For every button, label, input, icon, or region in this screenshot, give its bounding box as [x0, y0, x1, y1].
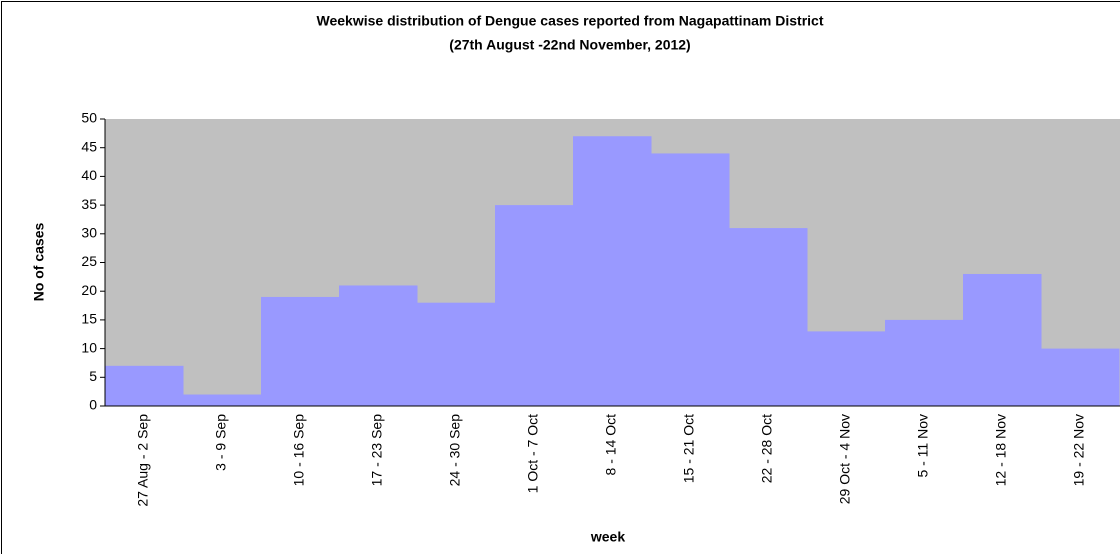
y-tick-label: 20 — [81, 282, 97, 298]
y-tick-label: 45 — [81, 138, 97, 154]
y-tick-label: 5 — [89, 368, 97, 384]
bar — [495, 205, 574, 406]
bar — [573, 136, 652, 406]
bar — [1041, 348, 1120, 406]
bar — [105, 365, 184, 406]
bar — [885, 319, 964, 406]
bar — [183, 394, 262, 406]
y-tick-label: 50 — [81, 110, 97, 126]
x-tick-label: 15 - 21 Oct — [681, 414, 697, 483]
y-tick-label: 40 — [81, 167, 97, 183]
bar — [339, 285, 418, 406]
x-axis-title: week — [590, 529, 625, 545]
chart-subtitle: (27th August -22nd November, 2012) — [449, 37, 690, 53]
chart-title: Weekwise distribution of Dengue cases re… — [317, 13, 824, 29]
y-tick-label: 10 — [81, 339, 97, 355]
y-tick-label: 0 — [89, 397, 97, 413]
bar — [963, 273, 1042, 406]
bar — [807, 331, 886, 406]
x-tick-label: 24 - 30 Sep — [447, 414, 463, 487]
x-tick-label: 1 Oct - 7 Oct — [525, 414, 541, 493]
x-tick-label: 27 Aug - 2 Sep — [135, 414, 151, 507]
bar — [729, 228, 808, 406]
y-tick-label: 15 — [81, 311, 97, 327]
y-tick-label: 35 — [81, 196, 97, 212]
x-tick-label: 10 - 16 Sep — [291, 414, 307, 487]
x-tick-label: 8 - 14 Oct — [603, 414, 619, 476]
bar — [417, 302, 496, 406]
x-tick-label: 19 - 22 Nov — [1071, 414, 1087, 486]
bar — [261, 296, 340, 406]
bar — [651, 153, 730, 406]
y-axis-title: No of cases — [31, 222, 47, 301]
y-tick-label: 25 — [81, 253, 97, 269]
y-tick-label: 30 — [81, 225, 97, 241]
x-tick-label: 17 - 23 Sep — [369, 414, 385, 487]
x-tick-label: 29 Oct - 4 Nov — [837, 414, 853, 504]
x-tick-label: 12 - 18 Nov — [993, 414, 1009, 486]
x-tick-label: 22 - 28 Oct — [759, 414, 775, 483]
x-tick-label: 5 - 11 Nov — [915, 414, 931, 478]
x-tick-label: 3 - 9 Sep — [213, 414, 229, 471]
